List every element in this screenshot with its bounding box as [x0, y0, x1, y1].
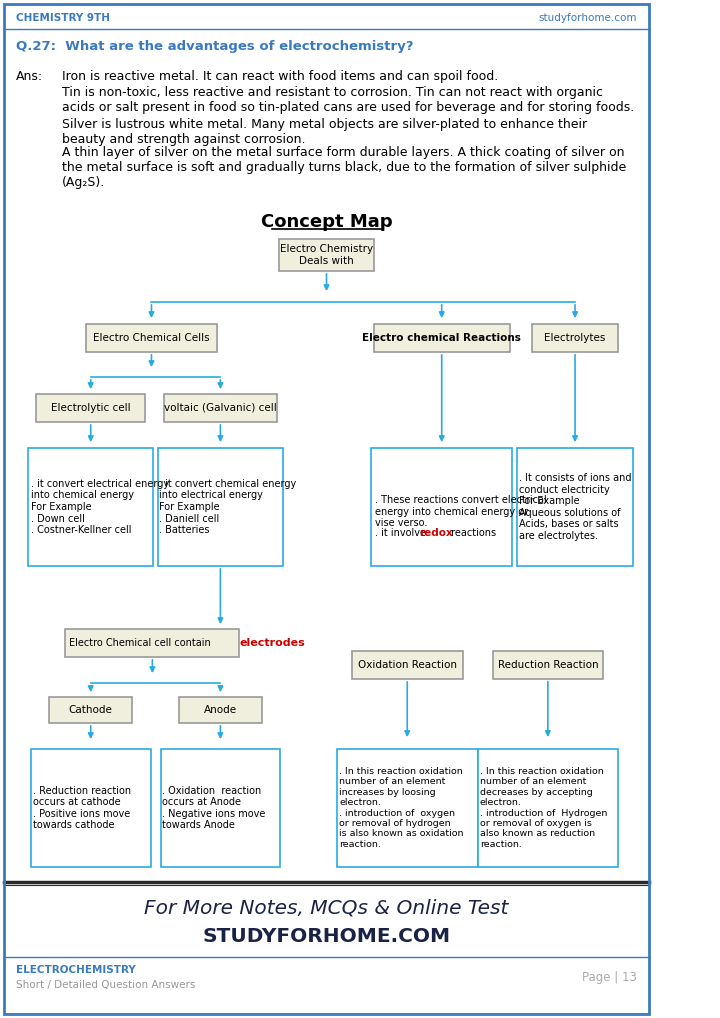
- FancyBboxPatch shape: [28, 448, 153, 566]
- FancyBboxPatch shape: [49, 697, 132, 723]
- Text: reactions: reactions: [448, 528, 496, 538]
- Text: . it convert chemical energy
into electrical energy
For Example
. Daniell cell
.: . it convert chemical energy into electr…: [158, 478, 296, 535]
- FancyBboxPatch shape: [158, 448, 283, 566]
- Text: Anode: Anode: [204, 705, 237, 715]
- Text: Ans:: Ans:: [17, 70, 43, 83]
- Text: Reduction Reaction: Reduction Reaction: [498, 660, 598, 670]
- FancyBboxPatch shape: [372, 448, 512, 566]
- Text: . Oxidation  reaction
occurs at Anode
. Negative ions move
towards Anode: . Oxidation reaction occurs at Anode . N…: [162, 786, 266, 831]
- Text: Electro Chemical cell contain: Electro Chemical cell contain: [69, 638, 214, 648]
- FancyBboxPatch shape: [163, 394, 277, 422]
- FancyBboxPatch shape: [66, 629, 240, 657]
- Text: Q.27:  What are the advantages of electrochemistry?: Q.27: What are the advantages of electro…: [17, 40, 414, 53]
- Text: Concept Map: Concept Map: [261, 213, 392, 231]
- Text: redox: redox: [419, 528, 453, 538]
- FancyBboxPatch shape: [36, 394, 145, 422]
- FancyBboxPatch shape: [492, 651, 603, 679]
- Text: studyforhome.com: studyforhome.com: [539, 13, 636, 23]
- Text: CHEMISTRY 9TH: CHEMISTRY 9TH: [17, 13, 110, 23]
- Text: Tin is non-toxic, less reactive and resistant to corrosion. Tin can not react wi: Tin is non-toxic, less reactive and resi…: [62, 86, 634, 114]
- FancyBboxPatch shape: [86, 324, 217, 352]
- Text: Short / Detailed Question Answers: Short / Detailed Question Answers: [17, 980, 196, 989]
- FancyBboxPatch shape: [477, 749, 618, 867]
- Text: A thin layer of silver on the metal surface form durable layers. A thick coating: A thin layer of silver on the metal surf…: [62, 146, 626, 189]
- Text: Page | 13: Page | 13: [582, 970, 636, 983]
- FancyBboxPatch shape: [279, 239, 374, 271]
- Text: . In this reaction oxidation
number of an element
decreases by accepting
electro: . In this reaction oxidation number of a…: [480, 768, 607, 849]
- FancyBboxPatch shape: [374, 324, 510, 352]
- Text: Electro Chemical Cells: Electro Chemical Cells: [93, 333, 210, 343]
- FancyBboxPatch shape: [179, 697, 262, 723]
- Text: . These reactions convert electrical
energy into chemical energy or
vise verso.: . These reactions convert electrical ene…: [374, 495, 546, 528]
- Text: Iron is reactive metal. It can react with food items and can spoil food.: Iron is reactive metal. It can react wit…: [62, 70, 498, 83]
- Text: For More Notes, MCQs & Online Test: For More Notes, MCQs & Online Test: [144, 899, 509, 917]
- Text: STUDYFORHOME.COM: STUDYFORHOME.COM: [202, 926, 451, 946]
- Text: Electro chemical Reactions: Electro chemical Reactions: [362, 333, 521, 343]
- FancyBboxPatch shape: [31, 749, 150, 867]
- Text: Electrolytes: Electrolytes: [544, 333, 606, 343]
- Text: Silver is lustrous white metal. Many metal objects are silver-plated to enhance : Silver is lustrous white metal. Many met…: [62, 118, 587, 146]
- Text: Cathode: Cathode: [69, 705, 112, 715]
- Text: . In this reaction oxidation
number of an element
increases by loosing
electron.: . In this reaction oxidation number of a…: [339, 768, 464, 849]
- Text: Electro Chemistry
Deals with: Electro Chemistry Deals with: [280, 244, 373, 266]
- FancyBboxPatch shape: [161, 749, 280, 867]
- Text: ELECTROCHEMISTRY: ELECTROCHEMISTRY: [17, 965, 136, 975]
- Text: voltaic (Galvanic) cell: voltaic (Galvanic) cell: [164, 403, 276, 413]
- FancyBboxPatch shape: [532, 324, 618, 352]
- Text: electrodes: electrodes: [240, 638, 305, 648]
- Text: Electrolytic cell: Electrolytic cell: [51, 403, 130, 413]
- Text: . it convert electrical energy
into chemical energy
For Example
. Down cell
. Co: . it convert electrical energy into chem…: [31, 478, 169, 535]
- Text: . It consists of ions and
conduct electricity
For Example
Aqueous solutions of
A: . It consists of ions and conduct electr…: [519, 473, 631, 541]
- Text: Oxidation Reaction: Oxidation Reaction: [358, 660, 456, 670]
- FancyBboxPatch shape: [337, 749, 477, 867]
- FancyBboxPatch shape: [352, 651, 462, 679]
- Text: . Reduction reaction
occurs at cathode
. Positive ions move
towards cathode: . Reduction reaction occurs at cathode .…: [32, 786, 131, 831]
- Text: . it involve: . it involve: [374, 528, 428, 538]
- FancyBboxPatch shape: [517, 448, 633, 566]
